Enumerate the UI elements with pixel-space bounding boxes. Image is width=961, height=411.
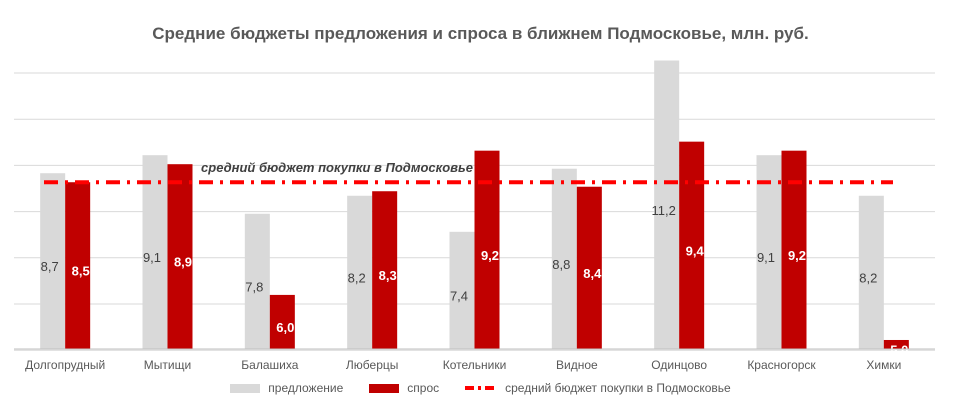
data-label-supply: 8,8 (552, 257, 570, 272)
data-label-demand: 8,3 (379, 268, 397, 283)
data-label-supply: 7,4 (450, 288, 468, 303)
data-label-supply: 7,8 (245, 279, 263, 294)
data-label-demand: 9,2 (481, 248, 499, 263)
data-label-demand: 9,2 (788, 248, 806, 263)
bar-supply (551, 168, 577, 349)
legend-swatch-supply (230, 383, 261, 393)
legend-item-supply: предложение (230, 381, 343, 395)
data-label-supply: 11,2 (651, 203, 675, 218)
data-label-demand: 5,0 (890, 342, 908, 357)
legend-item-average: средний бюджет покупки в Подмосковье (465, 381, 731, 395)
category-label: Красногорск (747, 358, 816, 372)
bar-demand (679, 141, 705, 349)
data-label-demand: 8,5 (72, 264, 90, 279)
bar-supply (40, 173, 66, 349)
bar-supply (449, 231, 475, 349)
data-label-supply: 9,1 (757, 250, 775, 265)
category-label: Одинцово (651, 358, 707, 372)
data-label-supply: 8,2 (348, 270, 366, 285)
data-label-demand: 9,4 (686, 243, 705, 258)
bar-supply (244, 213, 270, 349)
category-label: Люберцы (346, 358, 398, 372)
bar-supply (858, 195, 884, 349)
bar-demand (372, 191, 398, 349)
chart-title: Средние бюджеты предложения и спроса в б… (152, 24, 809, 43)
category-label: Балашиха (241, 358, 298, 372)
legend-label-average: средний бюджет покупки в Подмосковье (505, 381, 731, 395)
category-label: Видное (556, 358, 598, 372)
data-label-demand: 8,4 (583, 266, 602, 281)
bar-demand (269, 294, 295, 349)
data-label-supply: 8,7 (41, 259, 59, 274)
bar-supply (142, 155, 168, 349)
legend-swatch-demand (369, 383, 400, 393)
category-label: Химки (866, 358, 901, 372)
bar-demand (883, 339, 909, 349)
bar-demand (576, 186, 602, 349)
legend-label-supply: предложение (268, 381, 344, 395)
data-label-demand: 6,0 (276, 320, 294, 335)
legend-swatch-average (465, 386, 498, 390)
legend-label-demand: спрос (407, 381, 440, 395)
reference-line-label: средний бюджет покупки в Подмосковье (201, 160, 473, 175)
category-label: Мытищи (144, 358, 191, 372)
data-label-demand: 8,9 (174, 255, 192, 270)
data-label-supply: 8,2 (859, 270, 877, 285)
bar-demand (167, 164, 193, 349)
bar-supply (347, 195, 373, 349)
bar-supply (756, 155, 782, 349)
bar-demand (65, 182, 91, 349)
data-label-supply: 9,1 (143, 250, 161, 265)
category-label: Котельники (443, 358, 507, 372)
legend: предложение спрос средний бюджет покупки… (0, 381, 961, 395)
category-label: Долгопрудный (25, 358, 105, 372)
bar-supply (654, 60, 680, 349)
legend-item-demand: спрос (369, 381, 439, 395)
